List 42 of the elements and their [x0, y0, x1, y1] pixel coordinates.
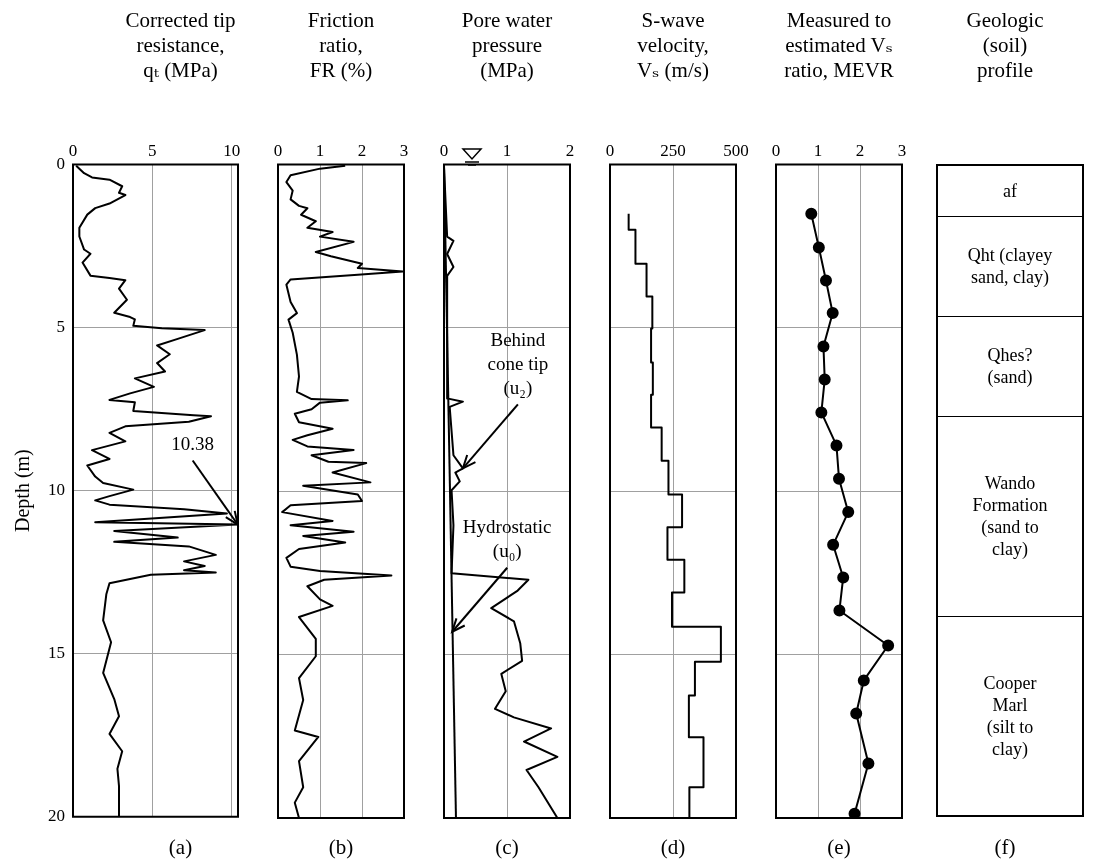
annotation: Behind cone tip (u₂) [487, 328, 549, 399]
y-tick-label: 0 [56, 153, 65, 173]
x-tick-label: 0 [273, 140, 283, 160]
annotation: 10.38 [171, 433, 215, 455]
annotation: Hydrostatic (u₀) [462, 516, 552, 563]
x-tick-label: 1 [502, 140, 512, 160]
x-tick-label: 3 [897, 140, 907, 160]
x-tick-label: 1 [813, 140, 823, 160]
x-tick-label: 250 [660, 140, 686, 160]
x-tick-label: 0 [771, 140, 781, 160]
text: Cooper Marl (silt to clay) [983, 671, 1037, 760]
y-tick-label: 15 [48, 643, 65, 663]
chart-title: Friction ratio, FR (%) [306, 8, 376, 83]
chart-title: Corrected tip resistance, qₜ (MPa) [124, 8, 237, 83]
y-tick-label: 20 [48, 806, 65, 826]
x-tick-label: 10 [223, 140, 241, 160]
x-axis-title: (d) [659, 835, 687, 860]
text: Qht (clayey sand, clay) [967, 244, 1053, 289]
text: Qhes? (sand) [987, 344, 1033, 389]
text: af [1003, 179, 1017, 202]
text: Wando Formation (sand to clay) [972, 472, 1048, 561]
text: (f) [993, 835, 1017, 860]
y-tick-label: 5 [56, 316, 65, 336]
x-tick-label: 2 [855, 140, 865, 160]
y-tick-label: 10 [48, 480, 65, 500]
x-tick-label: 1 [315, 140, 325, 160]
chart-title: Measured to estimated Vₛ ratio, MEVR [783, 8, 895, 83]
chart-title: Pore water pressure (MPa) [460, 8, 554, 83]
x-tick-label: 0 [439, 140, 449, 160]
x-axis-title: (c) [494, 835, 520, 860]
x-tick-label: 3 [399, 140, 409, 160]
x-tick-label: 2 [565, 140, 575, 160]
y-axis-title: Depth (m) [11, 449, 35, 532]
x-tick-label: 0 [605, 140, 615, 160]
chart-title: S-wave velocity, Vₛ (m/s) [636, 8, 710, 83]
x-axis-title: (a) [167, 835, 194, 860]
x-tick-label: 500 [723, 140, 749, 160]
x-tick-label: 2 [357, 140, 367, 160]
text: Geologic (soil) profile [965, 8, 1045, 83]
x-axis-title: (e) [826, 835, 852, 860]
x-tick-label: 5 [148, 140, 157, 160]
x-axis-title: (b) [327, 835, 355, 860]
